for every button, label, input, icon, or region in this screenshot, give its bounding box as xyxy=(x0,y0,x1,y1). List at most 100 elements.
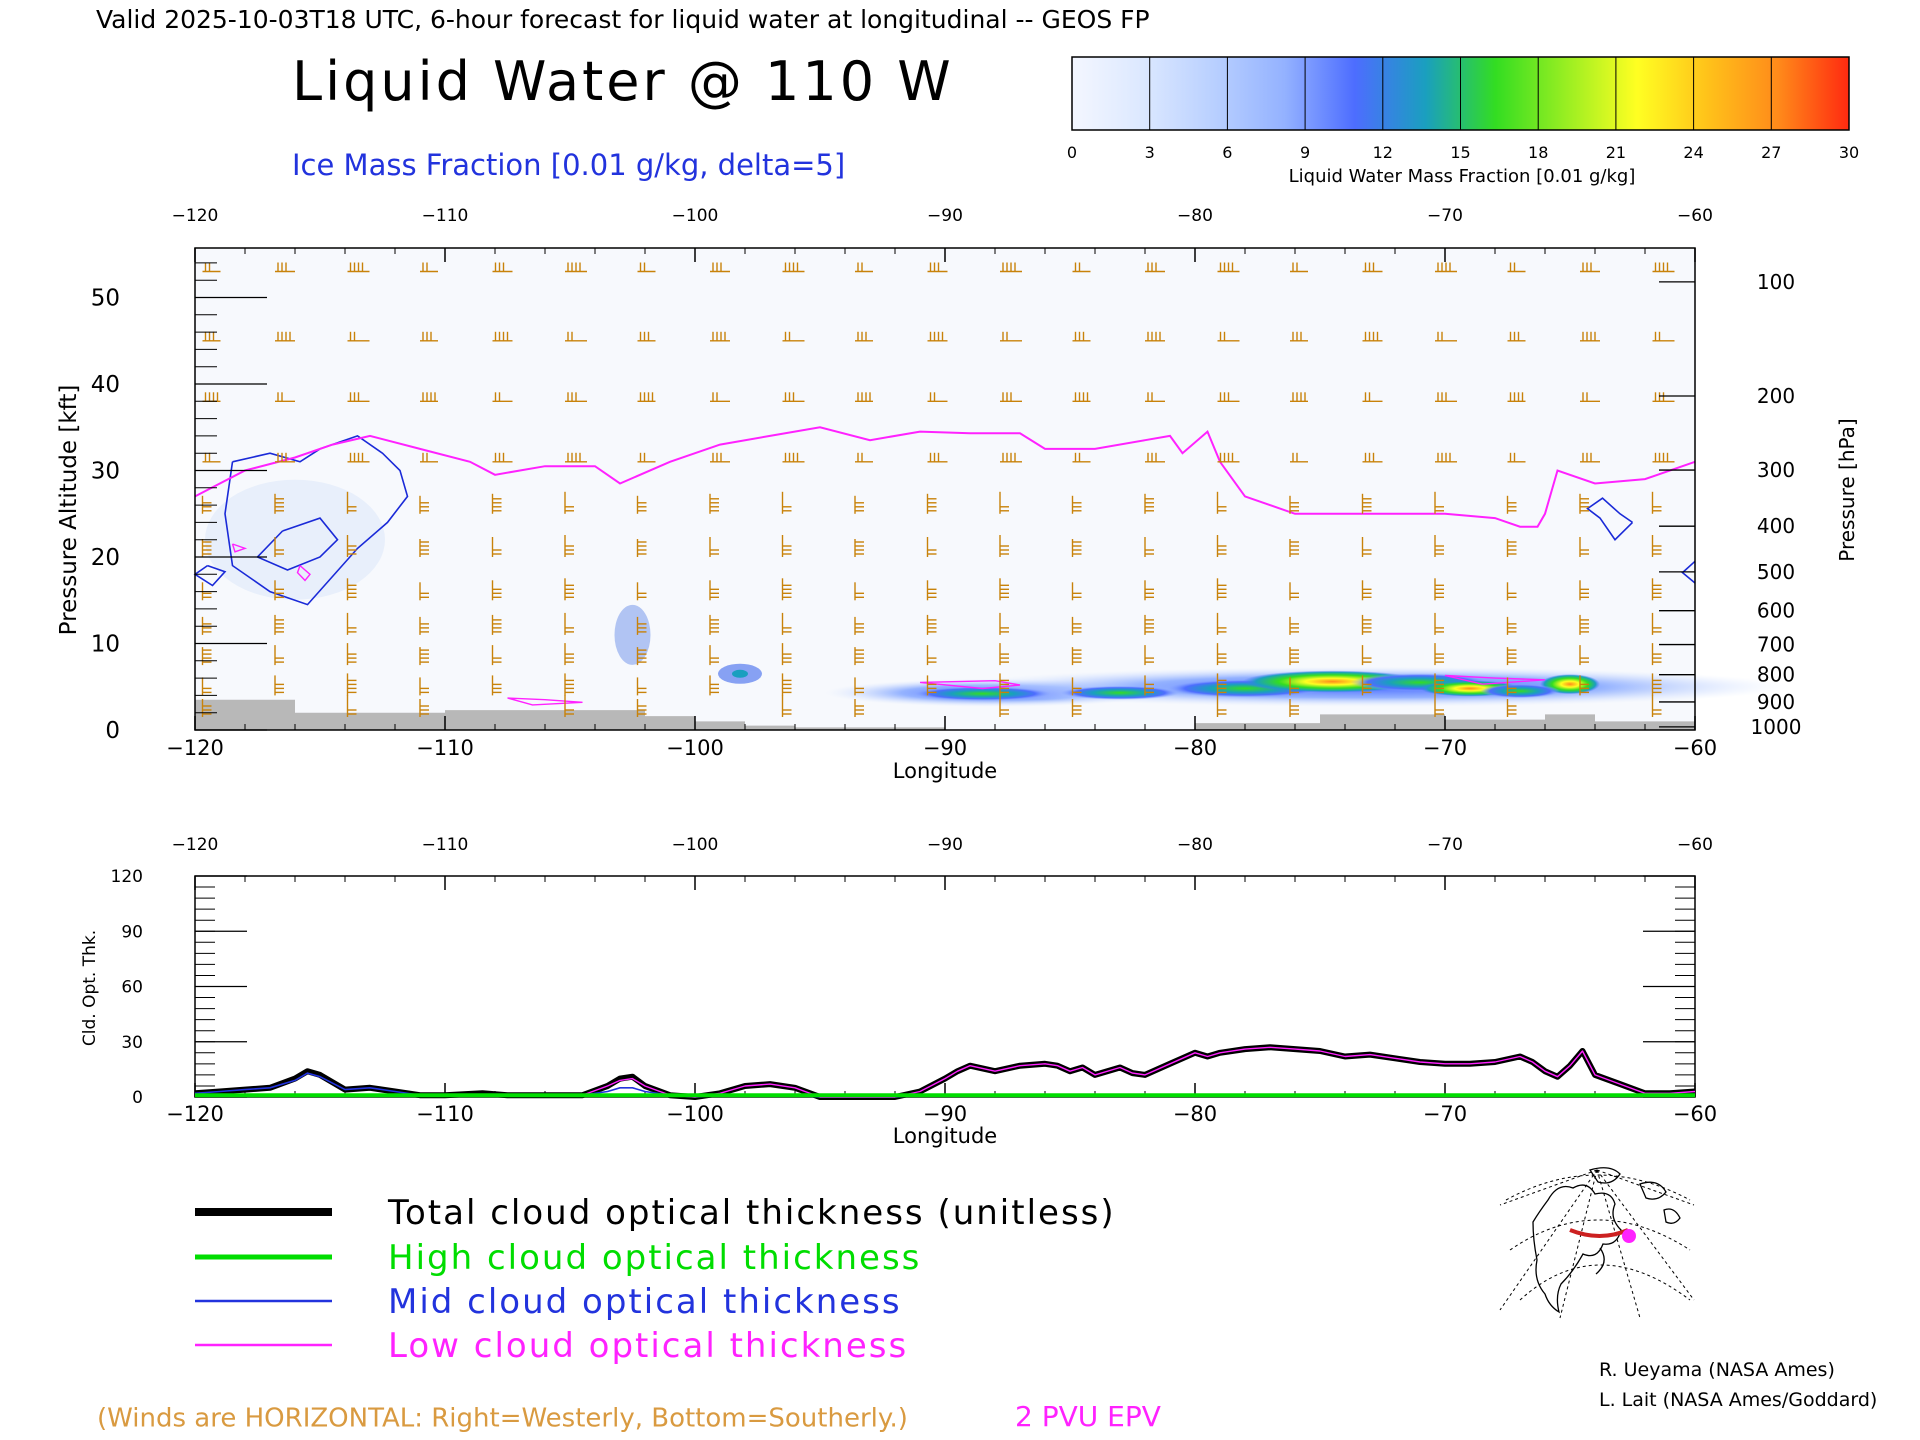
wind-barb xyxy=(709,645,719,666)
wind-barb xyxy=(1434,612,1444,635)
x-tick-label: −100 xyxy=(666,736,724,760)
wind-barb xyxy=(636,699,647,717)
wind-barb xyxy=(854,647,864,666)
lower-x-tick-label: −70 xyxy=(1423,1102,1467,1126)
wind-barb xyxy=(927,452,948,463)
winds-note: (Winds are HORIZONTAL: Right=Westerly, B… xyxy=(97,1404,908,1434)
wind-barb xyxy=(1071,616,1082,635)
wind-barb xyxy=(1506,677,1517,696)
x-tick-label: −110 xyxy=(416,736,474,760)
wind-barb xyxy=(1434,578,1444,601)
wind-barb xyxy=(1580,331,1600,342)
wind-barb xyxy=(782,392,805,402)
wind-barb xyxy=(347,392,370,402)
colorbar-tick-label: 0 xyxy=(1067,143,1077,162)
y-tick-label: 20 xyxy=(91,545,120,571)
cloud-blob xyxy=(614,604,651,665)
wind-barb xyxy=(564,643,574,666)
wind-barb xyxy=(274,580,284,601)
wind-barb xyxy=(419,495,429,514)
wind-barb xyxy=(1651,612,1662,635)
wind-barb xyxy=(637,392,656,402)
wind-barb xyxy=(274,645,284,666)
x-top-tick-label: −80 xyxy=(1177,206,1213,226)
wind-barb xyxy=(1217,392,1240,402)
wind-barb xyxy=(274,493,284,514)
upper-ylabel: Pressure Altitude [kft] xyxy=(56,385,82,636)
y-tick-label: 10 xyxy=(91,632,120,658)
wind-barb xyxy=(927,262,948,273)
lower-x-tick-label: −100 xyxy=(666,1102,724,1126)
wind-barb xyxy=(1651,535,1662,557)
wind-barb xyxy=(1289,495,1299,514)
terrain xyxy=(195,699,1695,730)
epv-2pvu-line xyxy=(194,426,1696,528)
wind-barb xyxy=(855,331,873,342)
wind-barb xyxy=(1217,452,1240,463)
lower-x-top-tick-label: −90 xyxy=(927,835,963,855)
wind-barb xyxy=(1144,645,1154,666)
pressure-tick-label: 200 xyxy=(1757,384,1795,408)
wind-barb xyxy=(709,580,719,601)
wind-barb xyxy=(1579,645,1589,666)
wind-barb xyxy=(1361,675,1372,696)
terrain-profile xyxy=(195,699,1695,730)
wind-barb xyxy=(782,262,805,273)
wind-barb xyxy=(492,392,513,402)
wind-barb xyxy=(1216,491,1227,514)
wind-barb xyxy=(1290,452,1308,463)
wind-barb xyxy=(927,331,948,342)
wind-barb xyxy=(201,647,212,666)
wind-barb xyxy=(1435,262,1457,273)
wind-barb xyxy=(637,262,656,273)
wind-barb xyxy=(1651,643,1662,666)
epv-note: 2 PVU EPV xyxy=(1015,1400,1161,1433)
optical-thickness-panel: −120 −120 −110 −110 −100 −100 −90 −90 −80 −80 −70 −… xyxy=(80,835,1717,1148)
wind-barb xyxy=(1071,699,1082,717)
wind-barb xyxy=(1507,452,1526,463)
wind-barb xyxy=(1580,452,1600,463)
wind-barb xyxy=(854,495,864,514)
legend-label-total: Total cloud optical thickness (unitless) xyxy=(387,1193,1116,1233)
lower-x-tick-label: −110 xyxy=(416,1102,474,1126)
x-top-tick-label: −120 xyxy=(172,206,219,226)
wind-barb xyxy=(781,612,792,635)
wind-barb xyxy=(347,331,370,342)
wind-barb xyxy=(710,262,730,273)
wind-barb xyxy=(420,262,438,273)
wind-barb xyxy=(1652,331,1675,342)
wind-barb xyxy=(854,539,864,557)
wind-barb xyxy=(926,537,937,557)
cross-section-panel: −120 −120 −110 −110 −100 −100 −90 −90 −80 −80 −70 −… xyxy=(56,206,1859,783)
colorbar-tick-label: 21 xyxy=(1606,143,1626,162)
wind-barb xyxy=(1506,582,1517,601)
wind-barb xyxy=(637,331,656,342)
wind-barb xyxy=(926,580,937,601)
wind-barb xyxy=(202,331,221,342)
x-top-tick-label: −70 xyxy=(1427,206,1463,226)
wind-barb xyxy=(1506,647,1517,666)
wind-barb xyxy=(491,614,502,635)
wind-barb xyxy=(347,452,370,463)
wind-barb xyxy=(1145,392,1165,402)
y-tick-label: 40 xyxy=(91,372,120,398)
wind-barb xyxy=(1579,675,1589,696)
wind-barb xyxy=(1652,392,1675,402)
wind-barb xyxy=(709,537,719,557)
x-tick-label: −70 xyxy=(1423,736,1467,760)
wind-barb xyxy=(855,392,873,402)
wind-barb xyxy=(1217,262,1240,273)
ice-contour xyxy=(1681,560,1696,584)
lower-x-top-tick-label: −60 xyxy=(1677,835,1713,855)
lower-x-top-tick-label: −70 xyxy=(1427,835,1463,855)
lower-x-top-tick-label: −110 xyxy=(422,835,469,855)
wind-barb xyxy=(1362,392,1383,402)
pressure-tick-label: 400 xyxy=(1757,514,1795,538)
wind-barb xyxy=(1579,537,1589,557)
wind-barb xyxy=(1071,647,1082,666)
x-tick-label: −90 xyxy=(923,736,967,760)
pressure-tick-label: 700 xyxy=(1757,633,1795,657)
x-tick-label: −60 xyxy=(1673,736,1717,760)
wind-barb xyxy=(419,582,429,601)
wind-barb xyxy=(1651,695,1662,717)
